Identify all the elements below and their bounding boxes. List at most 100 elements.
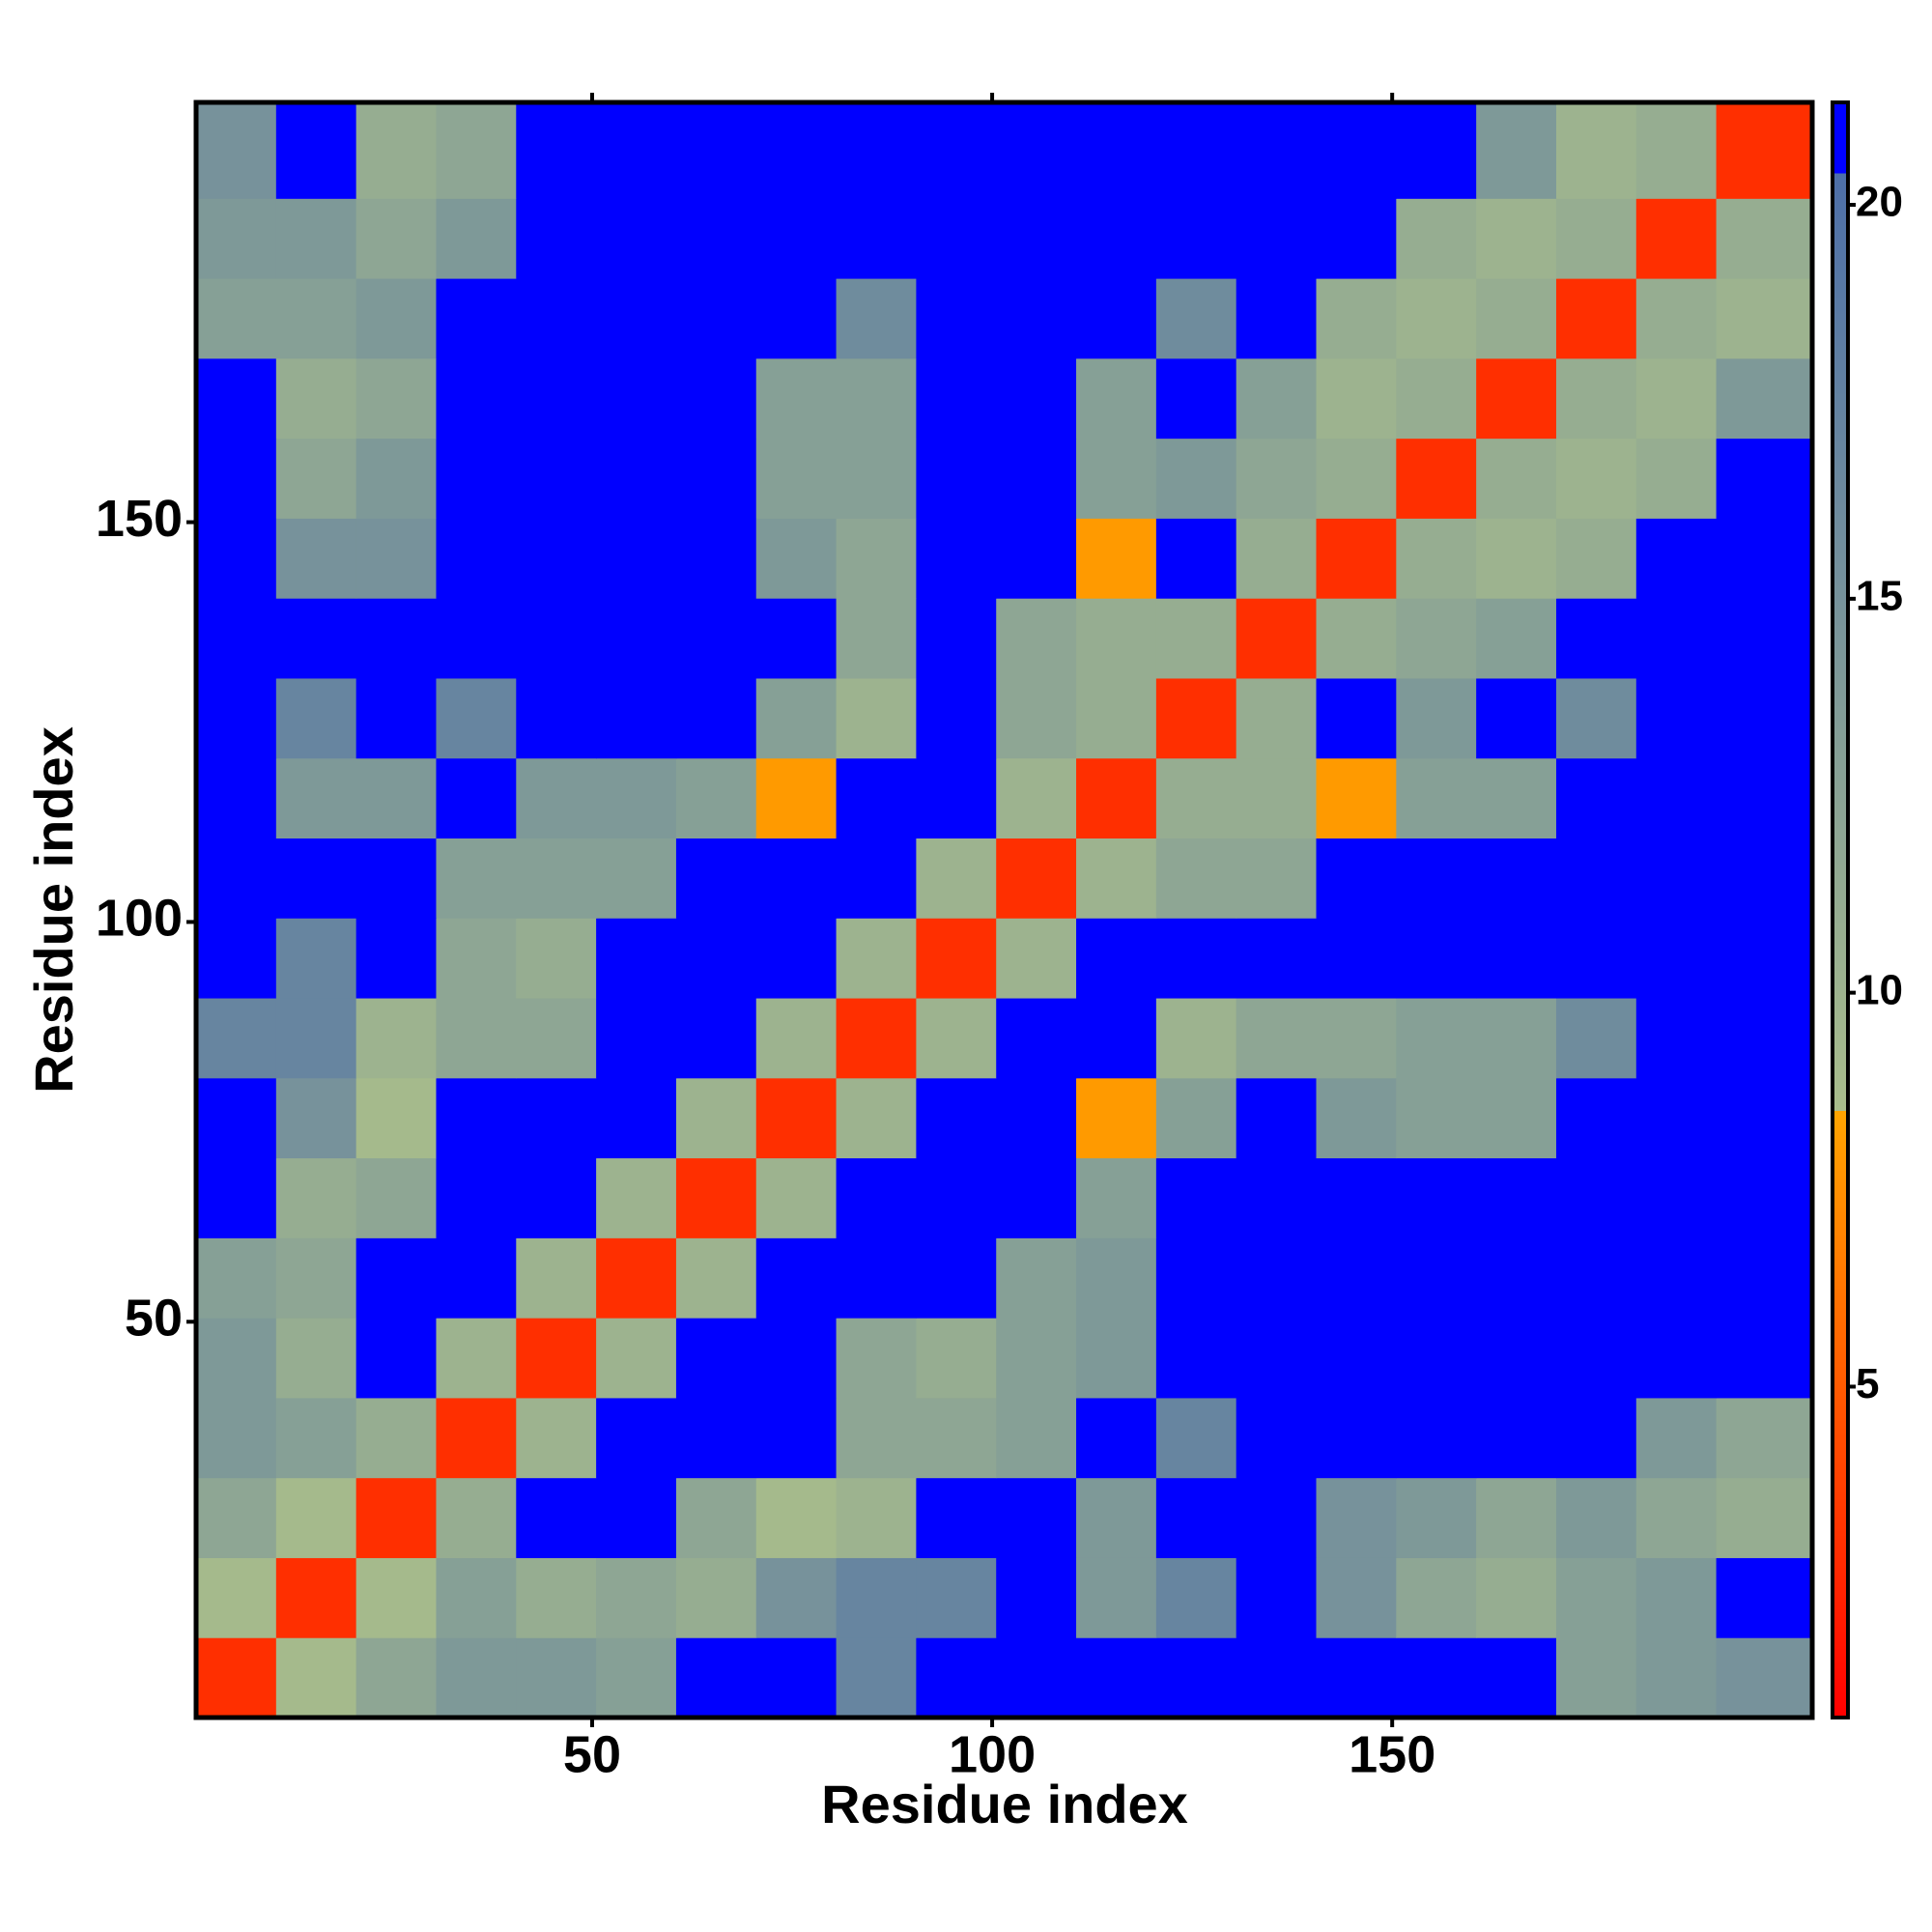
heatmap-cell [1476, 1397, 1557, 1479]
heatmap-cell [596, 1557, 677, 1638]
heatmap-cell [836, 1637, 917, 1719]
heatmap-cell [1716, 1557, 1813, 1638]
heatmap-cell [996, 1637, 1077, 1719]
heatmap-cell [275, 998, 357, 1079]
heatmap-cell [1635, 518, 1718, 599]
heatmap-cell [516, 1557, 597, 1638]
heatmap-cell [1555, 198, 1637, 279]
heatmap-cell [596, 357, 677, 440]
heatmap-cell [1716, 677, 1813, 759]
heatmap-cell [1396, 1237, 1477, 1319]
heatmap-cell [596, 102, 677, 199]
heatmap-cell [836, 1477, 917, 1558]
heatmap-cell [755, 1318, 838, 1399]
heatmap-cell [916, 918, 997, 999]
heatmap-cell [1555, 357, 1637, 440]
heatmap-cell [1236, 1077, 1318, 1159]
heatmap-cell [1076, 1237, 1157, 1319]
heatmap-cell [436, 918, 517, 999]
heatmap-cell [516, 838, 597, 919]
y-tick-label: 150 [96, 490, 183, 548]
heatmap-cell [1155, 102, 1237, 199]
heatmap-cell [355, 1477, 437, 1558]
heatmap-cell [436, 518, 517, 599]
heatmap-cell [1316, 1637, 1397, 1719]
heatmap-cell [1396, 278, 1477, 359]
heatmap-cell [675, 838, 757, 919]
heatmap-cell [1555, 1637, 1637, 1719]
heatmap-cell [916, 1157, 997, 1238]
heatmap-cell [1396, 198, 1477, 279]
x-tick-label: 100 [949, 1725, 1036, 1783]
heatmap-cell [355, 1077, 437, 1159]
heatmap-cell [1076, 757, 1157, 839]
heatmap-cell [436, 1637, 517, 1719]
heatmap-cell [1635, 1637, 1718, 1719]
heatmap-cell [1476, 998, 1557, 1079]
heatmap-cell [1396, 1397, 1477, 1479]
heatmap-cell [196, 278, 277, 359]
colorbar-tick-label: 15 [1856, 572, 1903, 619]
heatmap-cell [1716, 438, 1813, 519]
heatmap-cell [1555, 1237, 1637, 1319]
heatmap-cell [996, 1157, 1077, 1238]
heatmap-cell [1396, 677, 1477, 759]
heatmap-cell [1396, 518, 1477, 599]
heatmap-cell [1076, 1077, 1157, 1159]
heatmap-cell [996, 1477, 1077, 1558]
heatmap-cell [675, 1318, 757, 1399]
heatmap-cell [196, 102, 277, 199]
y-tick-label: 100 [96, 890, 183, 948]
heatmap-cell [1476, 1557, 1557, 1638]
heatmap-cell [675, 1077, 757, 1159]
colorbar-tick-label: 10 [1856, 966, 1903, 1013]
heatmap-cell [996, 198, 1077, 279]
heatmap-cell [1555, 438, 1637, 519]
heatmap-cell [516, 598, 597, 679]
heatmap-cell [596, 677, 677, 759]
heatmap-cell [596, 838, 677, 919]
heatmap-cell [1716, 838, 1813, 919]
heatmap-cell [436, 278, 517, 359]
heatmap-cell [1236, 1557, 1318, 1638]
heatmap-cell [1716, 102, 1813, 199]
heatmap-cell [436, 1237, 517, 1319]
heatmap-cell [355, 1397, 437, 1479]
heatmap-cell [196, 838, 277, 919]
heatmap-cell [1396, 1557, 1477, 1638]
heatmap-cell [1155, 918, 1237, 999]
heatmap-cell [1476, 598, 1557, 679]
heatmap-cell [1076, 438, 1157, 519]
heatmap-cell [1316, 1477, 1397, 1558]
heatmap-cell [596, 918, 677, 999]
heatmap-cell [1555, 1397, 1637, 1479]
heatmap-cell [596, 998, 677, 1079]
heatmap-cell [1555, 1477, 1637, 1558]
heatmap-cell [275, 198, 357, 279]
heatmap-cell [1716, 278, 1813, 359]
heatmap-cell [436, 438, 517, 519]
heatmap-cell [996, 1077, 1077, 1159]
heatmap-cell [275, 1557, 357, 1638]
heatmap-cell [836, 677, 917, 759]
heatmap-cell [1635, 598, 1718, 679]
heatmap-cell [355, 278, 437, 359]
heatmap-cell [836, 1557, 917, 1638]
heatmap-cell [1716, 1477, 1813, 1558]
heatmap-cell [836, 757, 917, 839]
heatmap-cell [916, 838, 997, 919]
heatmap-cell [916, 757, 997, 839]
heatmap-cell [675, 1557, 757, 1638]
heatmap-cell [596, 518, 677, 599]
heatmap-cell [596, 1397, 677, 1479]
heatmap-cell [755, 1397, 838, 1479]
heatmap-cell [1396, 1637, 1477, 1719]
heatmap-cell [755, 1157, 838, 1238]
heatmap-cell [755, 677, 838, 759]
heatmap-cell [596, 1477, 677, 1558]
heatmap-cell [1236, 598, 1318, 679]
heatmap-cell [1236, 278, 1318, 359]
heatmap-cell [1316, 518, 1397, 599]
heatmap-cell [1155, 1237, 1237, 1319]
heatmap-cell [516, 438, 597, 519]
